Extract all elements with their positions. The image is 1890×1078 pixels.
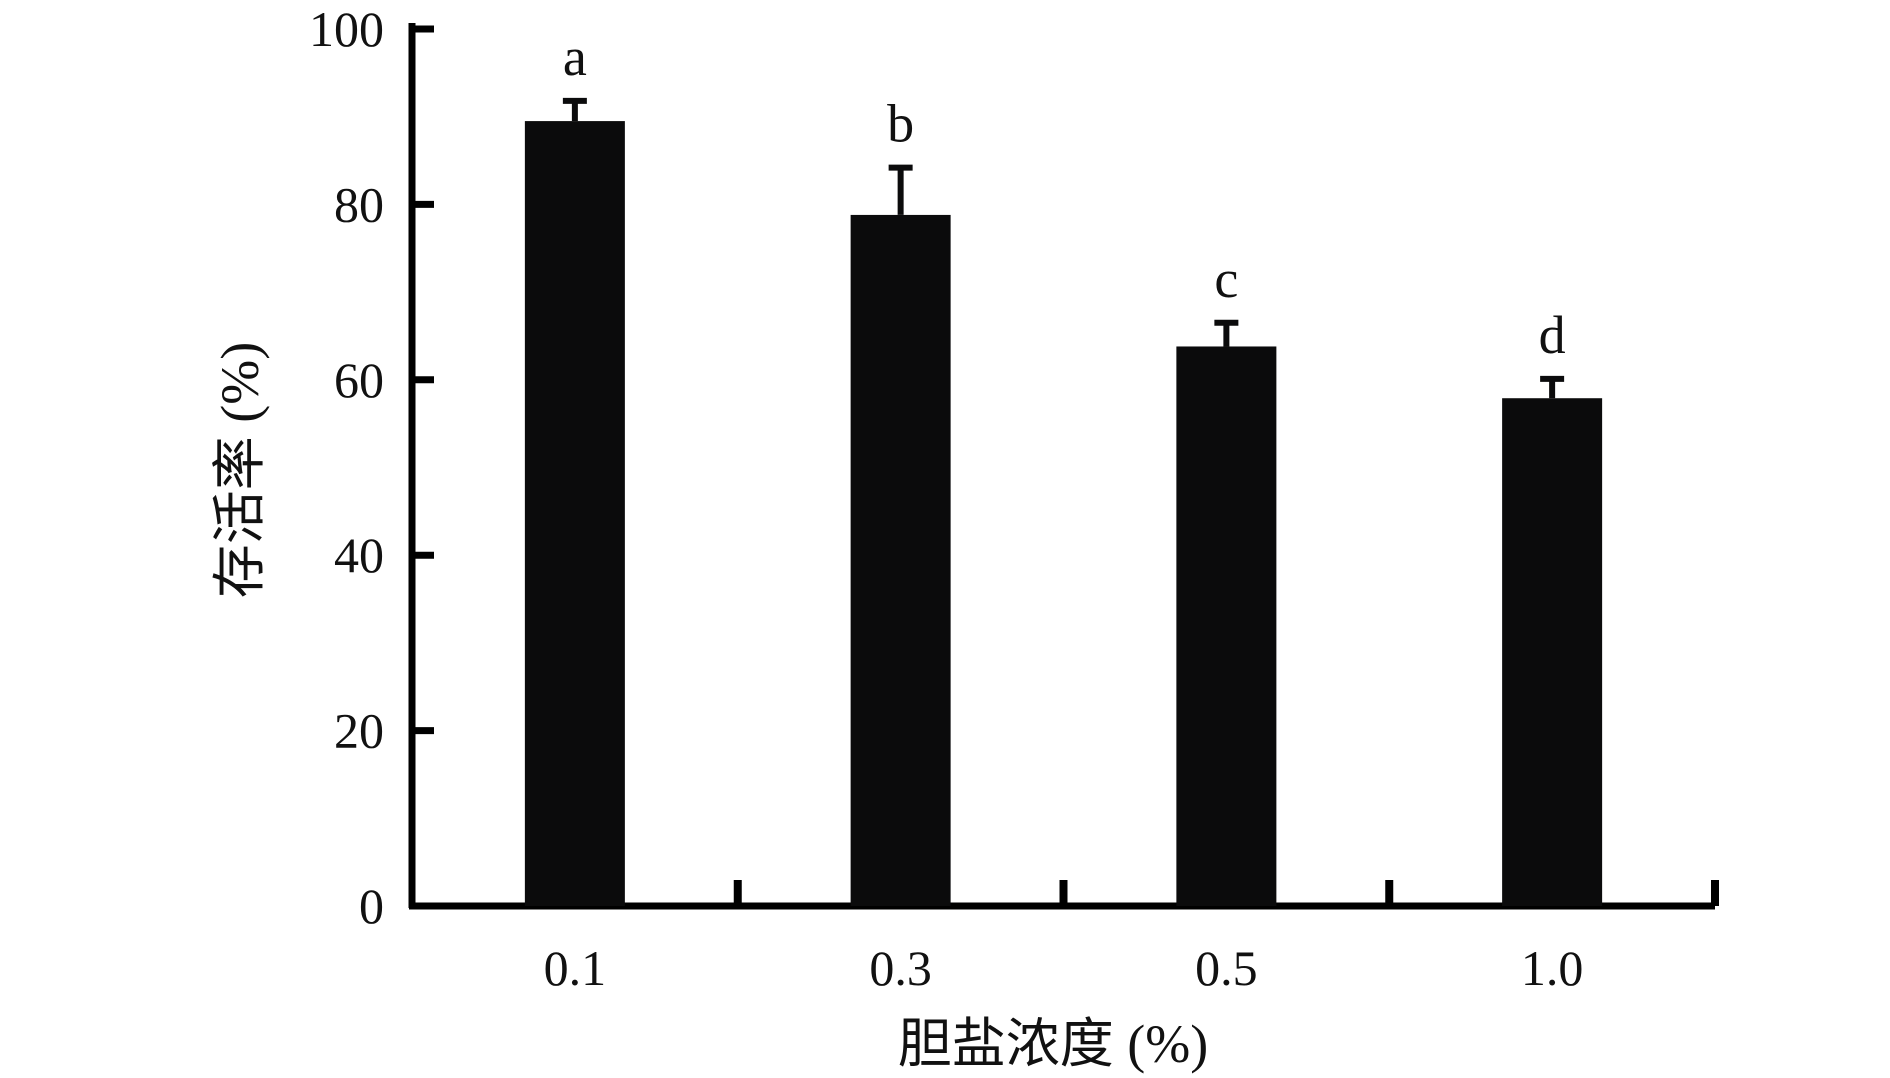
y-tick-label: 20 [334, 703, 384, 759]
significance-label: c [1214, 249, 1238, 309]
y-axis-title: 存活率 (%) [210, 342, 270, 598]
x-tick-label: 0.3 [869, 940, 932, 996]
y-tick-label: 80 [334, 176, 384, 232]
bars [524, 97, 1603, 906]
x-tick-label: 0.1 [544, 940, 607, 996]
y-tick-label: 0 [359, 878, 384, 934]
y-tick-label: 40 [334, 527, 384, 583]
labels: 0 20 40 60 80 100 0.1 a 0.3 b 0.5 c 1.0 d [309, 1, 1583, 996]
bar [850, 214, 951, 906]
axes [408, 23, 1719, 910]
x-tick-label: 1.0 [1521, 940, 1584, 996]
y-tick-label: 100 [309, 1, 384, 57]
bar [1176, 346, 1277, 906]
x-tick-label: 0.5 [1195, 940, 1258, 996]
x-axis-title: 胆盐浓度 (%) [898, 1014, 1208, 1074]
y-tick-label: 60 [334, 352, 384, 408]
bar [524, 121, 625, 906]
significance-label: b [887, 94, 914, 154]
significance-label: d [1539, 305, 1566, 365]
bar [1502, 398, 1603, 906]
significance-label: a [563, 27, 587, 87]
